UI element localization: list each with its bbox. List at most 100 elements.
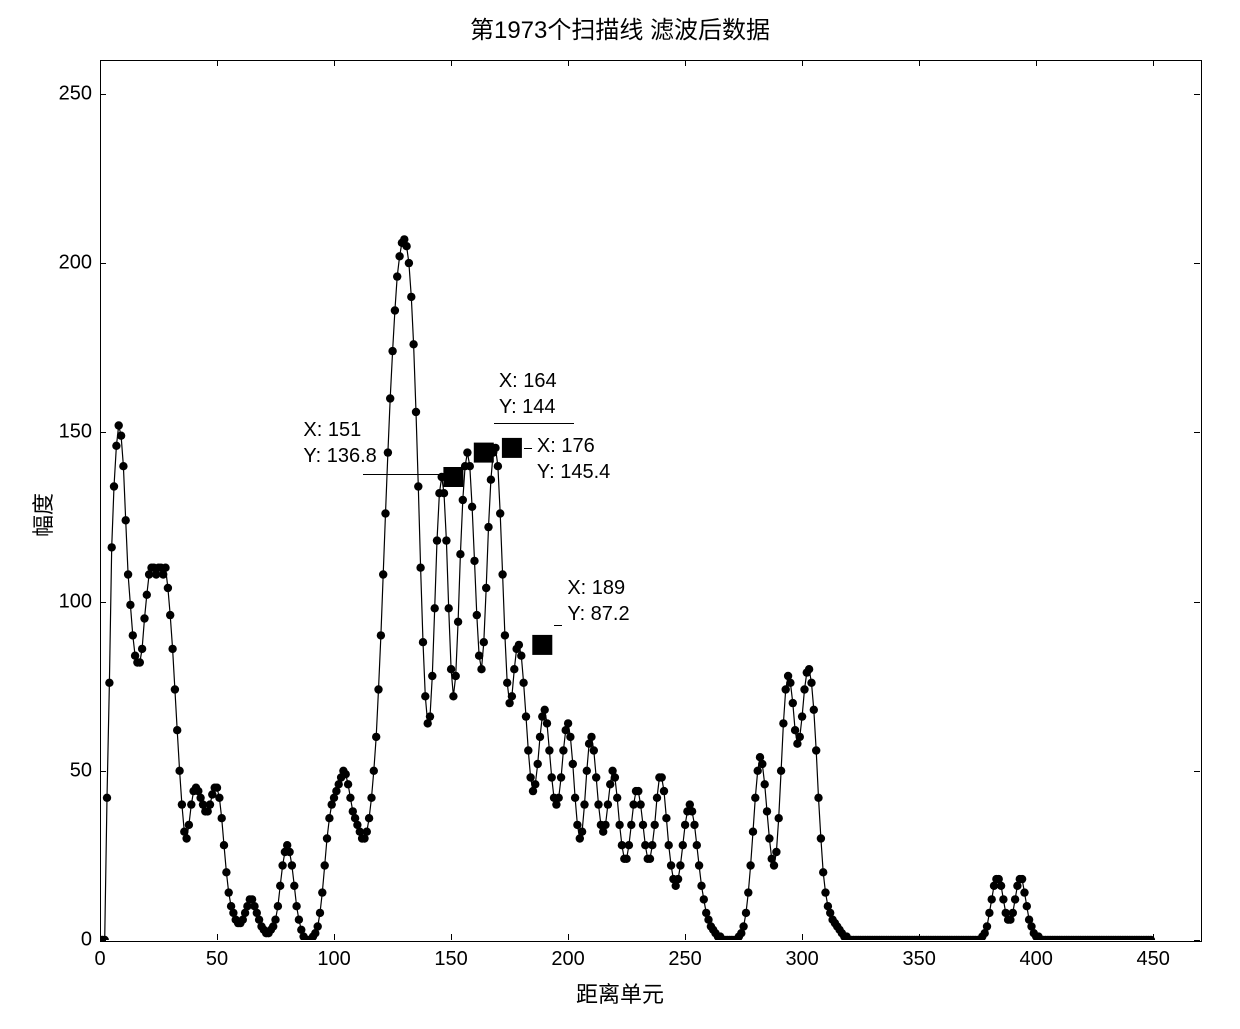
y-tick [100,94,106,95]
data-marker [206,800,214,808]
data-marker [463,448,471,456]
data-marker [573,821,581,829]
data-marker [395,252,403,260]
data-marker [442,536,450,544]
data-marker [108,543,116,551]
data-marker [218,814,226,822]
data-marker [138,645,146,653]
data-marker [112,442,120,450]
data-marker [742,909,750,917]
data-marker [627,821,635,829]
data-marker [606,780,614,788]
data-marker [746,861,754,869]
data-marker [541,706,549,714]
data-marker [751,794,759,802]
data-marker [700,895,708,903]
data-marker [459,496,467,504]
x-tick [1153,60,1154,66]
data-marker [690,821,698,829]
data-marker [482,584,490,592]
data-marker [288,861,296,869]
data-marker [744,888,752,896]
data-marker [564,719,572,727]
data-marker [613,794,621,802]
data-marker [498,570,506,578]
data-marker [126,601,134,609]
data-marker [761,780,769,788]
data-marker [604,800,612,808]
data-marker [342,770,350,778]
data-marker [807,679,815,687]
data-marker [519,679,527,687]
x-tick-label: 200 [551,948,584,971]
data-marker [381,509,389,517]
data-marker [789,699,797,707]
y-tick-label: 200 [59,252,92,275]
y-tick [1194,940,1200,941]
data-marker [225,888,233,896]
data-marker [988,895,996,903]
data-marker [557,773,565,781]
data-marker [175,767,183,775]
data-marker [758,760,766,768]
data-marker [143,591,151,599]
data-marker [770,861,778,869]
y-tick [100,263,106,264]
data-marker [749,828,757,836]
data-marker [466,462,474,470]
data-marker [662,814,670,822]
data-marker [171,685,179,693]
data-marker [409,340,417,348]
data-marker [798,712,806,720]
datatip-leader [494,423,574,424]
data-marker [819,868,827,876]
data-marker [168,645,176,653]
data-marker [636,800,644,808]
data-marker [679,841,687,849]
data-marker [653,794,661,802]
data-marker [292,902,300,910]
datatip-label: X: 176Y: 145.4 [537,433,610,485]
data-marker [524,746,532,754]
y-tick-label: 100 [59,590,92,613]
data-marker [140,614,148,622]
x-tick [1153,934,1154,940]
data-marker [117,432,125,440]
data-marker [754,767,762,775]
data-marker [515,641,523,649]
data-marker [115,421,123,429]
data-marker [363,828,371,836]
y-tick [100,602,106,603]
datatip-marker [532,635,552,655]
data-marker [416,564,424,572]
data-marker [119,462,127,470]
data-marker [295,916,303,924]
x-tick [217,934,218,940]
data-marker [405,259,413,267]
y-tick [1194,94,1200,95]
y-tick [100,771,106,772]
data-marker [503,679,511,687]
data-marker [983,922,991,930]
data-marker [487,476,495,484]
y-tick [1194,771,1200,772]
data-marker [456,550,464,558]
y-tick-label: 0 [81,929,92,952]
x-tick [100,934,101,940]
data-marker [178,800,186,808]
data-marker [215,794,223,802]
data-marker [571,794,579,802]
data-marker [393,272,401,280]
data-marker [468,503,476,511]
data-marker [559,746,567,754]
x-tick [919,60,920,66]
y-tick-label: 150 [59,421,92,444]
data-marker [402,242,410,250]
data-marker [124,570,132,578]
data-marker [508,692,516,700]
data-marker [164,584,172,592]
y-tick [100,940,106,941]
data-marker [590,746,598,754]
datatip-leader [524,448,532,449]
data-marker [136,658,144,666]
